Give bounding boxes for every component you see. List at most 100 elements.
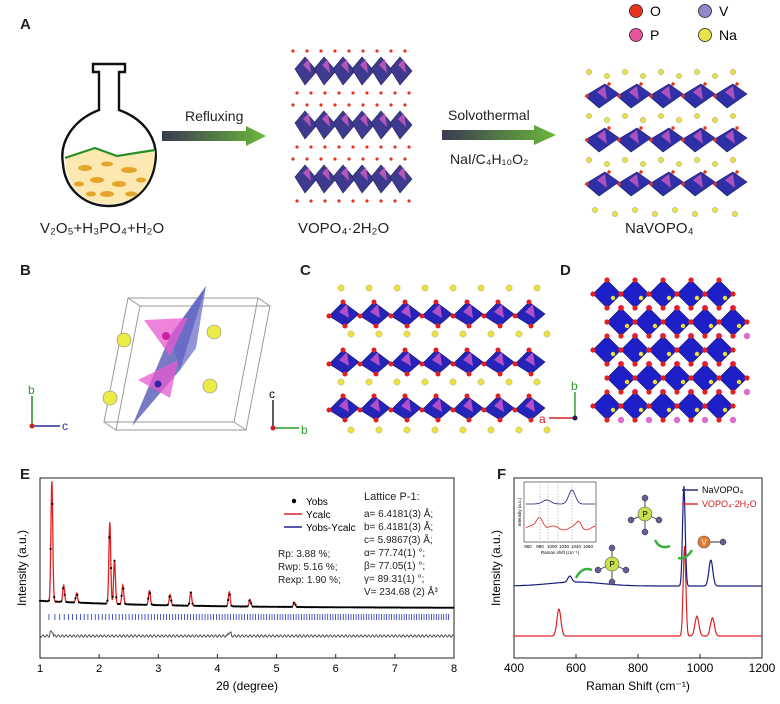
yobs-point <box>134 603 137 606</box>
yobs-point <box>392 606 395 609</box>
yobs-point <box>122 587 125 590</box>
yobs-point <box>427 606 430 609</box>
na-atom-3 <box>202 378 218 394</box>
na-atom <box>722 295 728 301</box>
step2-bottom-label: NaI/C₄H₁₀O₂ <box>450 151 529 167</box>
po4-tetrahedron <box>401 352 411 366</box>
na-atom <box>459 330 467 338</box>
navopo4-layer-3 <box>584 156 748 197</box>
yobs-point <box>189 591 192 594</box>
o-atom <box>744 375 750 381</box>
po4-stretch-icon: P <box>627 494 663 536</box>
o-atom <box>393 145 397 149</box>
o-atom <box>466 323 472 329</box>
vo6-octahedron <box>389 56 413 86</box>
o-atom <box>403 49 407 53</box>
na-atom <box>421 378 429 386</box>
navopo4-layer-1 <box>584 68 748 109</box>
o-atom <box>373 323 379 329</box>
inset-xlabel: Raman shift (cm⁻¹) <box>541 550 580 555</box>
raman-chart: 400 600 800 1000 1200 Raman Shift (cm⁻¹) Inten… <box>489 477 776 693</box>
o-atom <box>361 103 365 107</box>
o-atom <box>646 291 652 297</box>
vo6-octahedron <box>704 279 734 309</box>
yobs-point <box>390 606 393 609</box>
po4-tetrahedron <box>322 167 330 181</box>
axis-d-left-label: a <box>539 412 546 426</box>
yobs-point <box>271 605 274 608</box>
panel-label-d: D <box>560 262 571 279</box>
yobs-point <box>289 605 292 608</box>
o-atom <box>735 170 739 174</box>
o-atom <box>632 277 638 283</box>
po4-tetrahedron <box>661 174 671 188</box>
o-atom <box>618 361 624 367</box>
na-atom <box>449 284 457 292</box>
raman-inset: Intensity (a.u.) 950 980 1000 1030 1040 1060Ra… <box>517 481 597 555</box>
o-atom <box>464 299 470 305</box>
atom-legend: O V P Na <box>628 2 778 46</box>
o-atom <box>319 157 323 161</box>
na-atom <box>638 295 644 301</box>
vopo4-structure <box>291 49 413 203</box>
yobs-point <box>141 603 144 606</box>
yobs-point <box>99 602 102 605</box>
yobs-point <box>297 605 301 609</box>
yobs-point <box>145 603 148 606</box>
yobs-point <box>278 605 281 608</box>
yobs-point <box>161 604 164 607</box>
yobs-point <box>196 604 199 607</box>
o-atom <box>671 170 675 174</box>
o-atom <box>466 417 472 423</box>
o-atom <box>342 371 348 377</box>
vo6-octahedron <box>294 164 318 194</box>
na-atom <box>604 117 611 124</box>
yobs-point <box>104 602 107 605</box>
arrow-refluxing <box>162 126 266 146</box>
yobs-point <box>179 604 182 607</box>
na-atom <box>610 295 616 301</box>
na-atom <box>638 351 644 357</box>
o-atom <box>435 417 441 423</box>
vo6-octahedron <box>389 110 413 140</box>
o-atom <box>526 393 532 399</box>
yobs-point <box>214 605 217 608</box>
yobs-point <box>152 603 155 607</box>
o-atom <box>526 299 532 305</box>
raman-xlabel: Raman Shift (cm⁻¹) <box>586 679 690 693</box>
o-atom <box>632 333 638 339</box>
yobs-point <box>333 606 336 609</box>
legend-yobs-marker <box>291 498 297 504</box>
o-atom <box>373 417 379 423</box>
yobs-point <box>60 600 63 603</box>
o-atom <box>632 361 638 367</box>
axis-origin <box>270 425 276 431</box>
yobs-point <box>420 606 423 609</box>
yobs-point <box>266 605 269 608</box>
o-atom-icon <box>719 538 727 546</box>
po4-tetrahedron <box>463 398 473 412</box>
yobs-point <box>285 605 288 608</box>
yobs-point <box>361 606 364 609</box>
o-atom <box>617 94 621 98</box>
o-atom <box>674 333 680 339</box>
yobs-point <box>157 604 160 607</box>
po4-tetrahedron <box>432 304 442 318</box>
yobs-point <box>198 604 201 607</box>
yobs-point <box>290 605 293 608</box>
o-atom <box>604 417 610 423</box>
o-atom <box>681 138 685 142</box>
o-atom <box>365 145 369 149</box>
vo6-octahedron <box>370 110 394 140</box>
o-atom-icon <box>655 516 663 524</box>
yobs-point <box>287 605 290 608</box>
o-atom <box>464 347 470 353</box>
difference-line <box>39 630 455 638</box>
o-atom <box>590 347 596 353</box>
yobs-point <box>163 604 166 607</box>
yobs-point <box>219 605 223 608</box>
o-atom <box>388 361 394 367</box>
na-atom <box>515 426 523 434</box>
vo6-octahedron <box>313 56 337 86</box>
yobs-point <box>313 606 317 609</box>
